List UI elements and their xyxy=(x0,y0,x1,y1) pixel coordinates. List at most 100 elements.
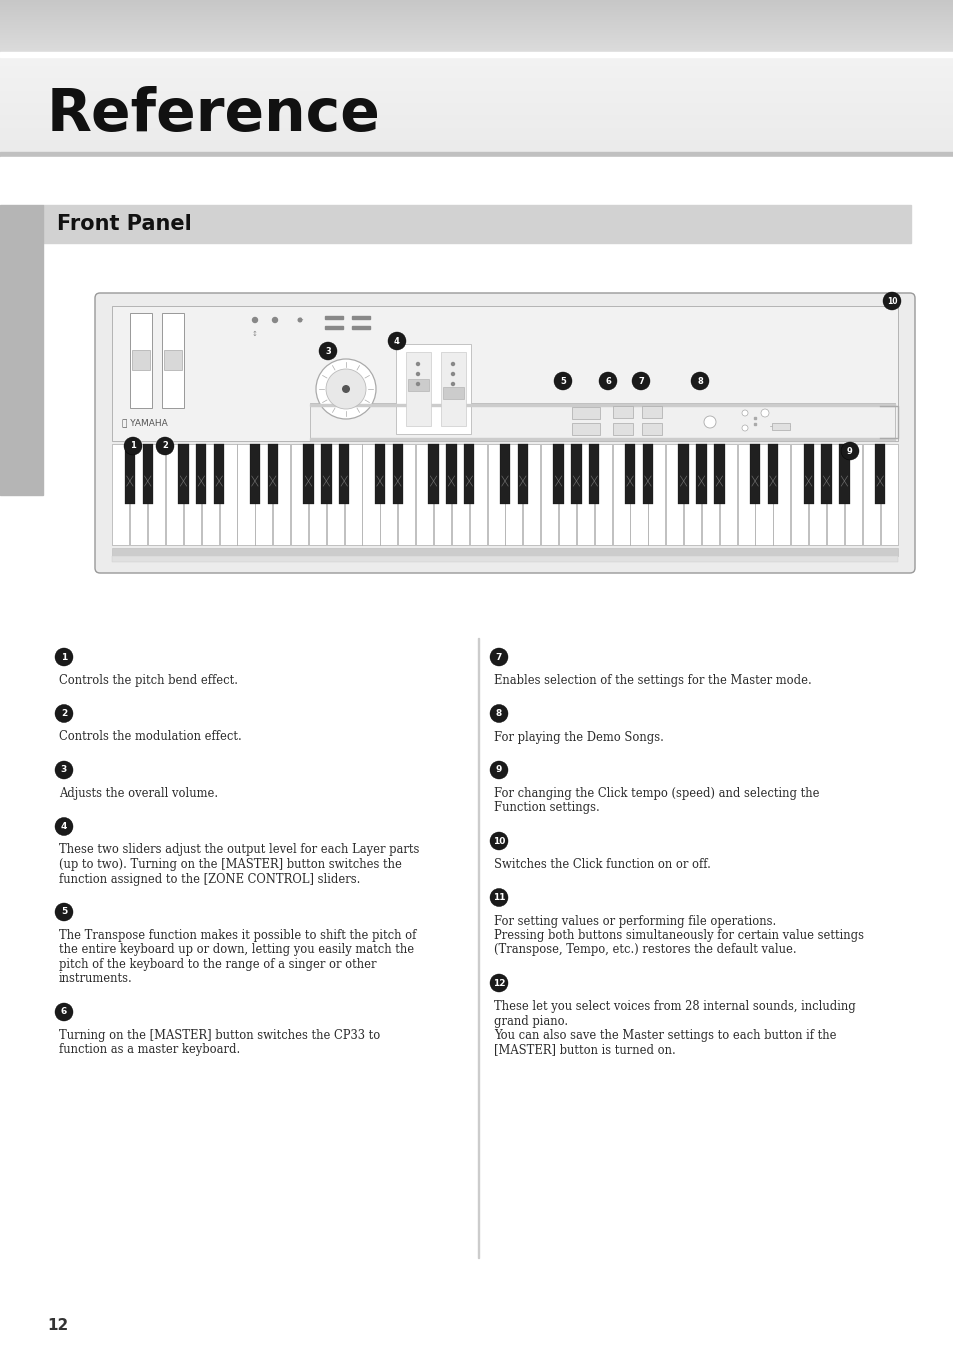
Text: Adjusts the overall volume.: Adjusts the overall volume. xyxy=(59,788,218,800)
Bar xyxy=(267,444,277,504)
Bar xyxy=(380,444,397,544)
Bar xyxy=(395,345,471,434)
Bar xyxy=(406,353,431,426)
Bar xyxy=(540,444,558,544)
Bar xyxy=(571,444,581,504)
Circle shape xyxy=(741,426,747,431)
Text: 10: 10 xyxy=(493,836,505,846)
Circle shape xyxy=(690,372,708,390)
Bar xyxy=(701,444,719,544)
Bar xyxy=(440,353,465,426)
Bar xyxy=(321,444,332,504)
Bar xyxy=(338,444,349,504)
Bar xyxy=(0,51,953,57)
Bar xyxy=(821,444,831,504)
Bar xyxy=(442,386,463,399)
Bar xyxy=(375,444,385,504)
Text: 2: 2 xyxy=(162,442,168,450)
Bar xyxy=(719,444,736,544)
Bar xyxy=(325,326,343,330)
Bar xyxy=(166,444,183,544)
Bar xyxy=(790,444,807,544)
Text: function assigned to the [ZONE CONTROL] sliders.: function assigned to the [ZONE CONTROL] … xyxy=(59,873,360,885)
Bar xyxy=(678,444,688,504)
Text: 12: 12 xyxy=(47,1317,69,1332)
Bar xyxy=(612,444,629,544)
Circle shape xyxy=(55,817,73,835)
Bar xyxy=(771,423,789,430)
Circle shape xyxy=(318,342,336,359)
Bar xyxy=(767,444,778,504)
Circle shape xyxy=(490,704,507,723)
Circle shape xyxy=(55,1002,73,1021)
Bar xyxy=(112,305,897,440)
Bar xyxy=(291,444,308,544)
Text: 11: 11 xyxy=(493,893,505,902)
Text: 2: 2 xyxy=(61,709,67,717)
Text: instruments.: instruments. xyxy=(59,973,132,985)
Text: 4: 4 xyxy=(394,336,399,346)
Text: (Transpose, Tempo, etc.) restores the default value.: (Transpose, Tempo, etc.) restores the de… xyxy=(494,943,796,957)
Bar xyxy=(178,444,189,504)
Text: 6: 6 xyxy=(604,377,610,385)
Text: You can also save the Master settings to each button if the: You can also save the Master settings to… xyxy=(494,1029,836,1042)
Text: For changing the Click tempo (speed) and selecting the: For changing the Click tempo (speed) and… xyxy=(494,788,819,800)
Bar xyxy=(0,157,953,159)
Circle shape xyxy=(451,362,454,366)
Circle shape xyxy=(416,373,419,376)
Bar xyxy=(352,326,370,330)
Bar xyxy=(505,444,522,544)
Bar xyxy=(577,444,594,544)
Text: 1: 1 xyxy=(130,442,135,450)
Text: 7: 7 xyxy=(496,653,501,662)
Text: Function settings.: Function settings. xyxy=(494,801,599,815)
Bar xyxy=(0,153,953,157)
Bar xyxy=(839,444,849,504)
Text: Controls the pitch bend effect.: Controls the pitch bend effect. xyxy=(59,674,237,688)
Bar xyxy=(393,444,402,504)
Text: 3: 3 xyxy=(61,766,67,774)
Bar xyxy=(642,444,653,504)
Text: 5: 5 xyxy=(559,377,565,385)
Bar xyxy=(452,444,468,544)
Circle shape xyxy=(124,436,142,455)
Bar xyxy=(648,444,664,544)
Circle shape xyxy=(416,382,419,385)
Bar xyxy=(477,638,478,1258)
Circle shape xyxy=(253,317,257,323)
Bar xyxy=(613,407,633,417)
Bar xyxy=(142,444,152,504)
Bar xyxy=(125,444,135,504)
Bar xyxy=(112,444,130,544)
Text: [MASTER] button is turned on.: [MASTER] button is turned on. xyxy=(494,1043,675,1056)
Bar xyxy=(310,438,894,440)
Text: For setting values or performing file operations.: For setting values or performing file op… xyxy=(494,915,776,928)
Text: +: + xyxy=(296,317,303,323)
Circle shape xyxy=(703,416,716,428)
Bar xyxy=(164,350,182,370)
Text: pitch of the keyboard to the range of a singer or other: pitch of the keyboard to the range of a … xyxy=(59,958,376,971)
Circle shape xyxy=(55,761,73,780)
Text: the entire keyboard up or down, letting you easily match the: the entire keyboard up or down, letting … xyxy=(59,943,414,957)
Circle shape xyxy=(156,436,173,455)
Bar xyxy=(446,444,456,504)
Bar xyxy=(463,444,474,504)
Bar xyxy=(630,444,647,544)
Text: Pressing both buttons simultaneously for certain value settings: Pressing both buttons simultaneously for… xyxy=(494,929,863,942)
Bar xyxy=(880,444,897,544)
Bar xyxy=(572,423,599,435)
Text: These two sliders adjust the output level for each Layer parts: These two sliders adjust the output leve… xyxy=(59,843,419,857)
Bar xyxy=(196,444,206,504)
Bar xyxy=(862,444,879,544)
Bar xyxy=(325,316,343,319)
FancyBboxPatch shape xyxy=(95,293,914,573)
Bar xyxy=(624,444,635,504)
Bar xyxy=(250,444,260,504)
Circle shape xyxy=(55,902,73,921)
Text: Switches the Click function on or off.: Switches the Click function on or off. xyxy=(494,858,710,871)
Bar xyxy=(469,444,486,544)
Bar xyxy=(522,444,539,544)
Bar xyxy=(737,444,754,544)
Bar xyxy=(517,444,528,504)
Circle shape xyxy=(388,332,406,350)
